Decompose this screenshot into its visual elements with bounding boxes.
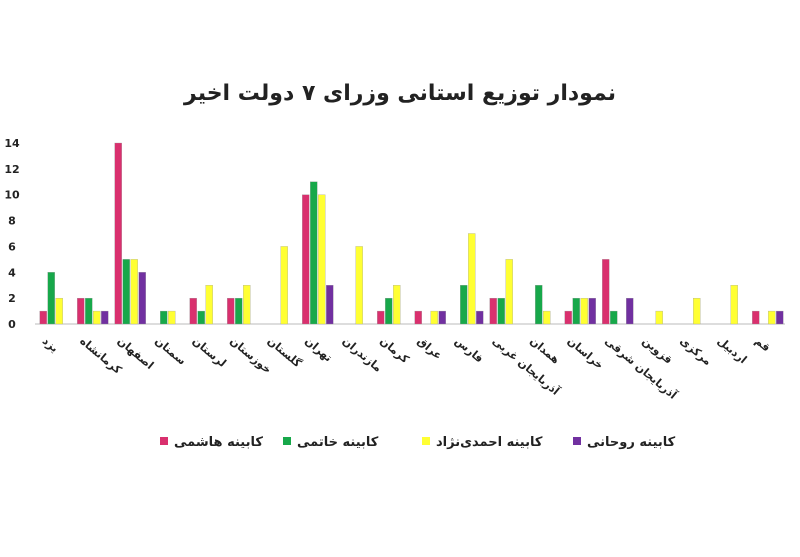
y-tick-label: 10 [4,189,20,202]
bar [160,310,168,325]
x-tick-label: همدان [527,334,562,366]
x-tick-label: عراق [415,334,445,362]
bar [101,310,109,325]
x-tick-label: قزوین [640,334,675,366]
y-tick-label: 2 [8,292,16,305]
bar [318,194,326,325]
bar [326,285,334,325]
bar [430,310,438,325]
bar [505,259,513,325]
legend-label: کابینه خاتمی [297,435,379,450]
bar [610,310,618,325]
bar [77,297,85,325]
bar [730,285,738,325]
bar [302,194,310,325]
bar [235,297,243,325]
bar [752,310,760,325]
bar [93,310,101,325]
bar [655,310,663,325]
bar [122,259,130,325]
x-tick-label: خراسان [565,334,606,372]
bar [572,297,580,325]
bar [602,259,610,325]
bar [55,297,63,325]
bar [768,310,776,325]
y-tick-label: 14 [4,137,20,150]
bar [355,246,363,325]
bar [310,181,318,325]
bar [197,310,205,325]
x-tick-label: آذربایجان غربی [490,334,563,398]
bar [130,259,138,325]
bar [393,285,401,325]
x-tick-label: قم [752,334,772,354]
y-tick-label: 4 [8,266,16,279]
bar [168,310,176,325]
bar [626,297,634,325]
bar [776,310,784,325]
x-tick-label: مازندران [340,334,385,374]
legend-swatch [160,437,168,445]
bar [543,310,551,325]
y-tick-label: 6 [8,240,16,253]
bar [438,310,446,325]
x-tick-label: اردبیل [715,334,750,366]
bar [497,297,505,325]
bar [588,297,596,325]
bar [85,297,93,325]
legend-swatch [573,437,581,445]
x-tick-label: تهران [302,334,334,364]
bar [460,285,468,325]
x-tick-label: سمنان [152,334,188,367]
bar [468,233,476,325]
bar [414,310,422,325]
bar [476,310,484,325]
bar [189,297,197,325]
bar [489,297,497,325]
bar [385,297,393,325]
legend-swatch [422,437,430,445]
bar [377,310,385,325]
y-tick-label: 0 [8,318,16,331]
bar [47,272,55,325]
x-tick-label: یزد [40,334,61,355]
bar [564,310,572,325]
chart-title: نمودار توزیع استانی وزرای ۷ دولت اخیر [183,81,616,106]
bar [535,285,543,325]
bar [138,272,146,325]
y-tick-label: 12 [4,163,19,176]
x-tick-label: فارس [452,334,486,365]
bar [227,297,235,325]
bar [205,285,213,325]
legend-label: کابینه احمدی‌نژاد [436,435,543,450]
x-tick-label: کرمان [377,334,412,366]
x-tick-label: لرستان [190,334,229,370]
legend-swatch [283,437,291,445]
x-tick-label: مرکزی [677,334,714,368]
bar [580,297,588,325]
bar [280,246,288,325]
legend-label: کابینه هاشمی [174,435,263,450]
bar [243,285,251,325]
bar [693,297,701,325]
legend-label: کابینه روحانی [587,435,676,450]
bar [39,310,47,325]
bar [114,142,122,325]
y-tick-label: 8 [8,215,16,228]
